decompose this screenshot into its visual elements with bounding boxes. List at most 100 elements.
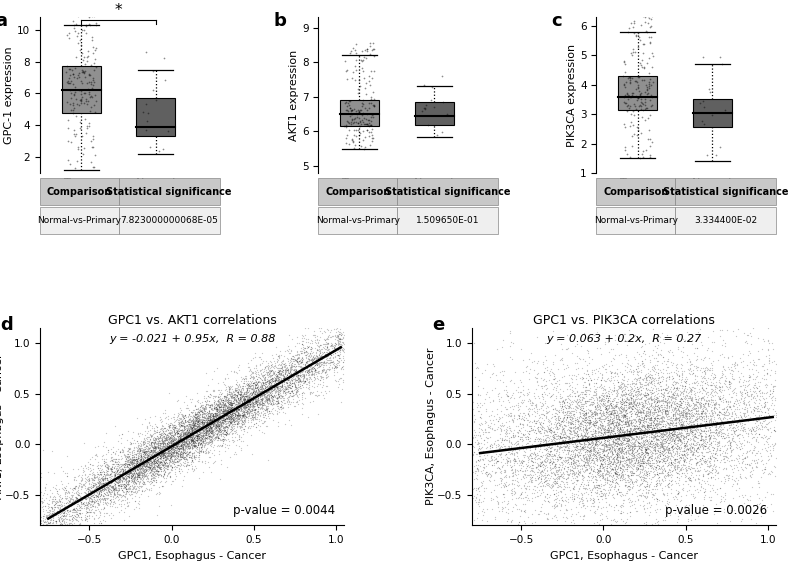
Point — [615, 475, 628, 484]
Point — [637, 474, 650, 483]
Point — [137, 457, 150, 467]
Point — [145, 477, 158, 486]
Point — [213, 404, 226, 413]
Point — [612, 405, 625, 414]
Point — [204, 435, 217, 444]
Point — [187, 441, 200, 450]
Point — [238, 399, 251, 408]
Point — [291, 383, 304, 392]
Point — [560, 493, 573, 502]
Point — [634, 380, 647, 389]
Point — [705, 414, 718, 423]
Point — [161, 431, 174, 440]
Point — [687, 440, 700, 449]
Point — [268, 375, 281, 384]
Point — [470, 450, 482, 459]
Point — [148, 441, 161, 451]
Point — [157, 447, 170, 456]
Point — [202, 431, 215, 440]
Point — [223, 405, 236, 414]
Point — [242, 381, 254, 391]
Point — [337, 357, 350, 366]
Point — [518, 425, 531, 435]
Point — [633, 420, 646, 429]
Point — [95, 475, 108, 484]
Point — [717, 392, 730, 401]
Point — [599, 477, 612, 486]
Point — [470, 460, 482, 469]
Point — [609, 335, 622, 344]
Point — [606, 476, 618, 485]
Point — [707, 406, 720, 415]
Point — [709, 421, 722, 430]
Point — [174, 447, 187, 456]
Point — [59, 485, 72, 494]
Point — [546, 390, 558, 399]
Point — [83, 488, 96, 497]
Point — [331, 336, 344, 345]
Point — [133, 460, 146, 469]
Point — [742, 371, 755, 380]
Point — [476, 469, 489, 478]
Point — [182, 422, 195, 431]
Point — [256, 377, 269, 387]
Point — [722, 408, 734, 417]
Point — [111, 461, 124, 470]
Point — [706, 468, 719, 477]
Point — [170, 458, 182, 467]
Point — [579, 378, 592, 387]
Point — [270, 374, 283, 383]
Point — [82, 487, 94, 496]
Point — [133, 449, 146, 458]
Point — [305, 369, 318, 379]
Point — [603, 367, 616, 376]
Point — [194, 417, 206, 427]
Point — [706, 451, 718, 460]
Point — [165, 437, 178, 447]
Point — [86, 42, 99, 51]
Point — [598, 376, 610, 385]
Point — [638, 390, 650, 399]
Point — [631, 486, 644, 495]
Point — [234, 398, 246, 407]
Point — [699, 399, 712, 408]
Point — [529, 458, 542, 467]
Point — [250, 410, 263, 419]
Point — [610, 401, 622, 410]
Point — [251, 385, 264, 394]
Point — [328, 361, 341, 370]
Point — [632, 457, 645, 466]
Point — [88, 507, 101, 516]
Point — [571, 440, 584, 449]
Point — [283, 368, 296, 377]
Point — [79, 462, 92, 471]
Point — [214, 405, 227, 414]
Point — [179, 434, 192, 443]
Point — [628, 29, 641, 38]
Point — [595, 432, 608, 441]
Point — [275, 393, 288, 403]
Point — [649, 401, 662, 410]
Point — [235, 400, 248, 409]
Point — [499, 451, 512, 460]
Point — [714, 427, 726, 436]
Point — [516, 434, 529, 443]
Point — [241, 400, 254, 409]
Point — [601, 451, 614, 460]
Point — [162, 448, 174, 457]
Point — [132, 465, 145, 474]
Point — [477, 496, 490, 505]
Point — [639, 445, 652, 455]
Point — [505, 411, 518, 420]
Point — [213, 396, 226, 405]
Point — [291, 357, 304, 367]
Point — [566, 516, 579, 525]
Point — [656, 377, 669, 386]
Point — [622, 427, 634, 436]
Point — [546, 485, 559, 494]
Point — [133, 473, 146, 482]
Point — [246, 421, 259, 431]
Point — [560, 422, 573, 431]
Point — [569, 457, 582, 467]
Point — [238, 393, 250, 402]
